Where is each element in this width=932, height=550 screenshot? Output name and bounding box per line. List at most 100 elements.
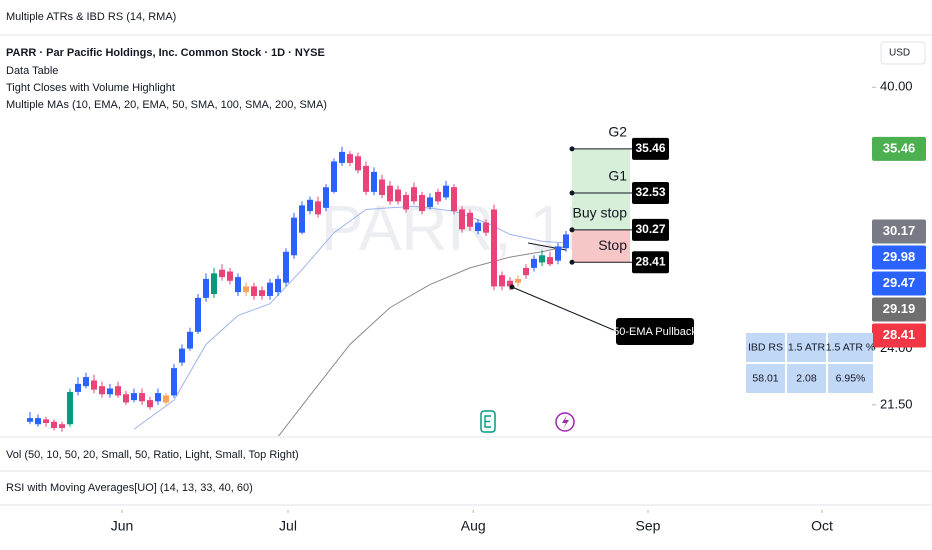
price-badge-label: 28.41 xyxy=(883,327,916,342)
plot-area xyxy=(27,146,569,436)
candle-body xyxy=(355,156,361,171)
table-header: 1.5 ATR xyxy=(788,341,826,353)
x-tick-label: Sep xyxy=(636,518,661,534)
candle-body xyxy=(83,377,89,387)
price-badge-label: 29.47 xyxy=(883,275,916,290)
level-value-box xyxy=(632,218,669,241)
event-glyph xyxy=(562,415,569,429)
annotation-dot xyxy=(509,284,515,290)
candle-body xyxy=(411,187,417,202)
candle-body xyxy=(427,197,433,208)
candle-body xyxy=(443,185,449,198)
price-badge-label: 35.46 xyxy=(883,140,916,155)
currency-button[interactable] xyxy=(880,41,926,65)
candle-body xyxy=(211,273,217,295)
indicator-label: Multiple MAs (10, EMA, 20, EMA, 50, SMA,… xyxy=(6,99,327,111)
candle-body xyxy=(227,271,233,281)
candle-body xyxy=(363,165,369,192)
table-value: 58.01 xyxy=(752,372,778,384)
candle-body xyxy=(115,386,121,396)
watermark: PARR, 1D xyxy=(321,192,611,264)
candle-body xyxy=(59,424,65,428)
x-tick-label: Jun xyxy=(111,518,134,534)
level-value: 32.53 xyxy=(635,185,665,199)
pane-label: RSI with Moving Averages[UO] (14, 13, 33… xyxy=(6,482,253,494)
table-value: 2.08 xyxy=(796,372,817,384)
price-badge xyxy=(872,323,926,348)
level-value: 30.27 xyxy=(635,222,665,236)
candle-body xyxy=(387,185,393,202)
candle-body xyxy=(75,383,81,392)
earnings-glyph xyxy=(484,415,491,428)
candle-body xyxy=(483,222,489,233)
candle-body xyxy=(259,290,265,296)
price-badge xyxy=(872,271,926,296)
candle-body xyxy=(51,421,57,428)
candle-body xyxy=(459,209,465,230)
pane-label: Vol (50, 10, 50, 20, Small, 50, Ratio, L… xyxy=(6,449,299,461)
candle-body xyxy=(347,154,353,163)
candle-body xyxy=(323,187,329,208)
price-badge xyxy=(872,136,926,161)
candle-body xyxy=(523,267,529,276)
price-badge xyxy=(872,219,926,244)
candle-body xyxy=(499,275,505,287)
candle-body xyxy=(27,418,33,422)
candle-body xyxy=(267,282,273,296)
candle-body xyxy=(275,278,281,293)
candle-body xyxy=(147,400,153,408)
candle-body xyxy=(395,189,401,202)
candle-body xyxy=(419,195,425,212)
candle-body xyxy=(435,191,441,202)
level-label: Buy stop xyxy=(573,205,628,221)
price-badge xyxy=(872,297,926,322)
x-tick-label: Jul xyxy=(279,518,297,534)
level-value: 28.41 xyxy=(635,254,665,268)
table-cell xyxy=(787,364,826,393)
candle-body xyxy=(43,419,49,424)
table-cell xyxy=(828,364,873,393)
level-label: Stop xyxy=(598,237,627,253)
profit-zone xyxy=(572,148,630,230)
candle-body xyxy=(507,280,513,287)
candle-body xyxy=(131,393,137,401)
candle-body xyxy=(99,386,105,395)
candle-body xyxy=(451,187,457,212)
candle-body xyxy=(475,222,481,232)
symbol-title: PARR · Par Pacific Holdings, Inc. Common… xyxy=(6,47,325,59)
candle-body xyxy=(531,258,537,268)
level-dot xyxy=(569,227,575,233)
table-cell xyxy=(746,333,785,362)
dividend-icon[interactable] xyxy=(555,412,575,432)
x-tick-label: Aug xyxy=(461,518,486,534)
annotation-box xyxy=(616,318,694,345)
level-label: G1 xyxy=(608,168,627,184)
annotation-text: 50-EMA Pullback xyxy=(613,326,697,338)
candle-body xyxy=(251,286,257,296)
loss-zone xyxy=(572,229,630,263)
price-badge xyxy=(872,245,926,270)
candle-body xyxy=(555,246,561,261)
earnings-icon[interactable] xyxy=(480,410,496,433)
moving-average xyxy=(133,205,567,430)
candle-body xyxy=(307,199,313,212)
candle-body xyxy=(171,368,177,396)
candle-body xyxy=(467,212,473,227)
candle-body xyxy=(547,257,553,265)
table-cell xyxy=(746,364,785,393)
candle-body xyxy=(235,277,241,293)
candle-body xyxy=(539,255,545,263)
indicator-label: Data Table xyxy=(6,65,58,77)
candle-body xyxy=(155,393,161,402)
candle-body xyxy=(371,171,377,192)
level-value-box xyxy=(632,137,669,160)
candle-body xyxy=(91,380,97,390)
annotation-pointer xyxy=(511,286,617,332)
indicator-label: Tight Closes with Volume Highlight xyxy=(6,82,175,94)
y-tick-label: 21.50 xyxy=(880,396,913,411)
candle-body xyxy=(379,179,385,196)
level-dot xyxy=(569,146,575,152)
candle-body xyxy=(515,278,521,283)
